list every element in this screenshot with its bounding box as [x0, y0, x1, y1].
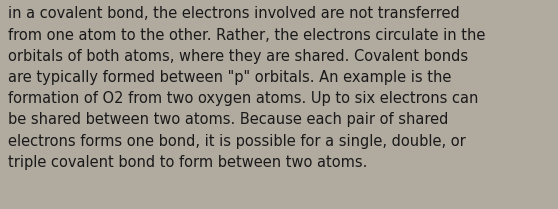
Text: in a covalent bond, the electrons involved are not transferred
from one atom to : in a covalent bond, the electrons involv…: [8, 6, 485, 170]
